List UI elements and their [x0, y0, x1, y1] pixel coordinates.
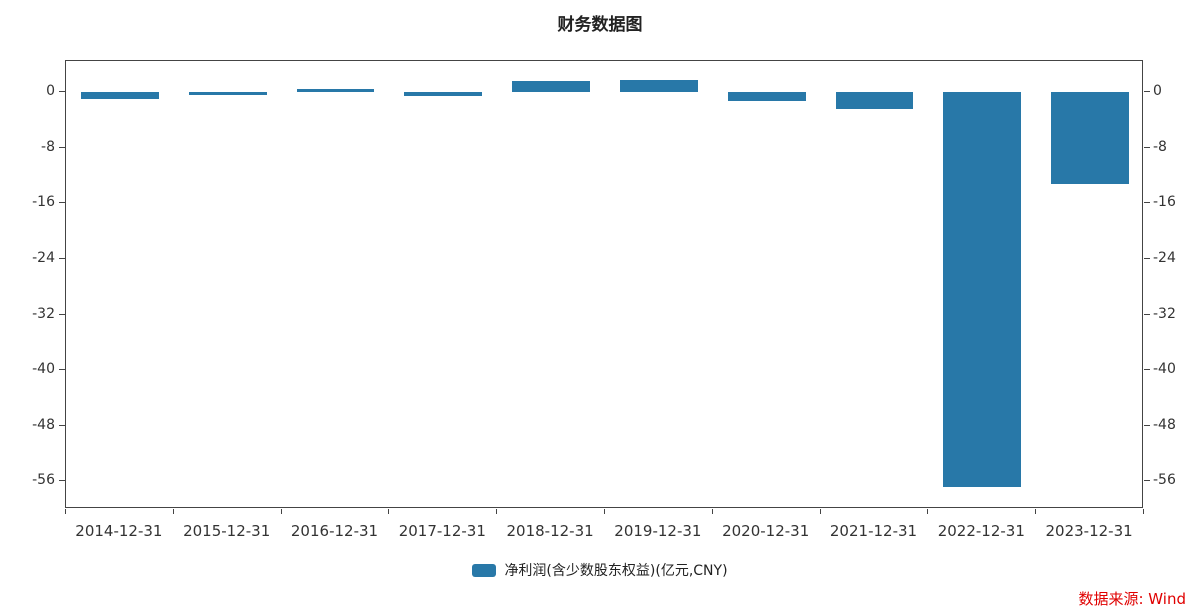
y-axis-label-left: -40: [32, 361, 55, 378]
bar-2016-12-31: [296, 88, 375, 93]
y-tick-left: [59, 202, 65, 204]
y-axis-label-right: -8: [1153, 138, 1167, 155]
bar-2017-12-31: [404, 92, 483, 97]
y-tick-left: [59, 424, 65, 426]
x-tick: [604, 509, 605, 514]
y-tick-right: [1144, 480, 1150, 482]
y-tick-left: [59, 369, 65, 371]
x-tick: [280, 509, 282, 514]
x-tick: [711, 509, 713, 514]
bar-2021-12-31: [835, 92, 914, 109]
y-axis-label-left: 0: [46, 83, 55, 100]
legend-label: 净利润(含少数股东权益)(亿元,CNY): [504, 563, 728, 579]
x-tick: [496, 509, 498, 514]
x-tick: [1143, 509, 1144, 514]
x-axis-label: 2015-12-31: [183, 522, 271, 540]
y-tick-left: [59, 257, 65, 259]
y-axis-label-left: -32: [32, 305, 55, 322]
y-axis-label-left: -56: [32, 472, 55, 489]
y-axis-label-right: -32: [1153, 305, 1176, 322]
x-axis-label: 2022-12-31: [937, 522, 1025, 540]
y-tick-right: [1144, 91, 1150, 93]
x-axis-label: 2018-12-31: [506, 522, 594, 540]
bar-2015-12-31: [188, 92, 267, 96]
x-tick: [388, 509, 390, 514]
y-tick-right: [1144, 257, 1150, 259]
y-axis-label-right: -40: [1153, 361, 1176, 378]
y-tick-right: [1144, 313, 1150, 315]
plot-area: [65, 60, 1143, 508]
y-tick-left: [59, 313, 65, 315]
y-tick-right: [1144, 202, 1150, 204]
x-axis-label: 2014-12-31: [75, 522, 163, 540]
bar-2022-12-31: [943, 92, 1022, 487]
y-axis-label-right: -24: [1153, 249, 1176, 266]
y-axis-label-right: -56: [1153, 472, 1176, 489]
bar-2014-12-31: [81, 92, 159, 99]
x-tick: [65, 509, 66, 514]
chart-title: 财务数据图: [557, 15, 643, 35]
y-tick-left: [59, 91, 65, 93]
legend[interactable]: 净利润(含少数股东权益)(亿元,CNY): [0, 560, 1200, 580]
y-axis-label-left: -24: [32, 249, 55, 266]
y-axis-label-left: -8: [41, 138, 55, 155]
y-tick-right: [1144, 424, 1150, 426]
bar-2023-12-31: [1051, 92, 1129, 184]
bar-2020-12-31: [727, 92, 806, 102]
x-tick: [819, 509, 821, 514]
y-tick-left: [59, 480, 65, 482]
x-tick: [1035, 509, 1037, 514]
bar-2018-12-31: [512, 81, 590, 93]
x-axis-label: 2019-12-31: [614, 522, 702, 540]
y-axis-label-left: -48: [32, 416, 55, 433]
y-axis-label-right: -48: [1153, 416, 1176, 433]
x-axis-label: 2020-12-31: [722, 522, 810, 540]
data-source-note: 数据来源: Wind: [1078, 590, 1186, 608]
y-axis-label-right: 0: [1153, 83, 1162, 100]
x-axis-label: 2021-12-31: [829, 522, 918, 540]
y-tick-right: [1144, 146, 1150, 148]
x-axis-label: 2023-12-31: [1045, 522, 1133, 540]
x-tick: [172, 509, 174, 514]
y-axis-label-left: -16: [32, 194, 55, 211]
y-tick-left: [59, 146, 65, 148]
x-axis-label: 2017-12-31: [398, 522, 486, 540]
legend-swatch: [472, 563, 497, 577]
x-tick: [927, 509, 929, 514]
x-axis-label: 2016-12-31: [290, 522, 379, 540]
y-axis-label-right: -16: [1153, 194, 1176, 211]
bar-2019-12-31: [620, 80, 698, 93]
y-tick-right: [1144, 369, 1150, 371]
